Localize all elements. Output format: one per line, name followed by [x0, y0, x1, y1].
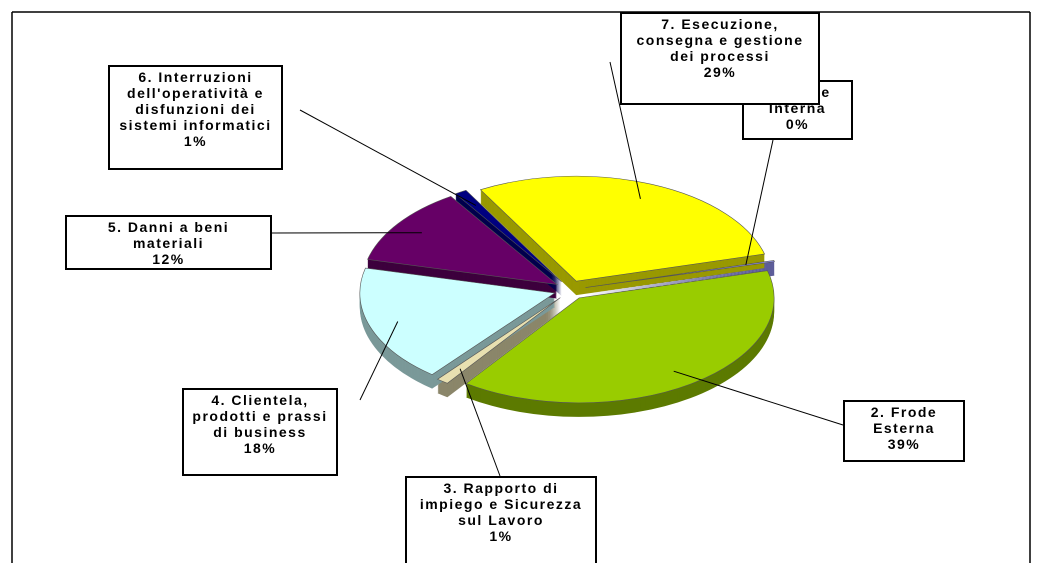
category-label: 5. Danni a beni materiali: [107, 219, 230, 251]
leader-line: [299, 109, 477, 206]
slice: [436, 297, 561, 384]
category-label: 6. Interruzioni dell'operatività e disfu…: [119, 69, 272, 133]
slice: [367, 196, 558, 285]
slice: [465, 270, 775, 404]
data-label: 5. Danni a beni materiali 12%: [65, 215, 272, 270]
leader-line: [673, 370, 844, 426]
category-label: 2. Frode Esterna: [870, 404, 938, 436]
slice: [359, 267, 556, 376]
data-label: 4. Clientela, prodotti e prassi di busin…: [182, 388, 338, 476]
leader-line: [359, 321, 399, 401]
data-label: 7. Esecuzione, consegna e gestione dei p…: [620, 12, 820, 105]
value-label: 12%: [152, 251, 185, 267]
slice-side-layer: [585, 268, 775, 296]
slice: [479, 175, 766, 282]
value-label: 39%: [887, 436, 921, 452]
slice: [454, 189, 562, 283]
slice: [585, 260, 775, 288]
slice-side-layer: [585, 269, 775, 297]
value-label: 1%: [489, 528, 513, 544]
slice-side-layer: [585, 267, 775, 295]
leader-line: [745, 139, 774, 266]
leader-line: [609, 61, 641, 199]
data-label: 2. Frode Esterna 39%: [843, 400, 965, 462]
value-label: 29%: [703, 64, 737, 80]
data-label: 6. Interruzioni dell'operatività e disfu…: [108, 65, 283, 170]
category-label: 4. Clientela, prodotti e prassi di busin…: [192, 392, 328, 440]
data-label: 3. Rapporto di impiego e Sicurezza sul L…: [405, 476, 597, 563]
value-label: 0%: [785, 116, 810, 132]
category-label: 7. Esecuzione, consegna e gestione dei p…: [636, 16, 804, 64]
value-label: 18%: [243, 440, 277, 456]
value-label: 1%: [183, 133, 208, 149]
category-label: 3. Rapporto di impiego e Sicurezza sul L…: [419, 480, 583, 528]
leader-line: [459, 368, 501, 477]
